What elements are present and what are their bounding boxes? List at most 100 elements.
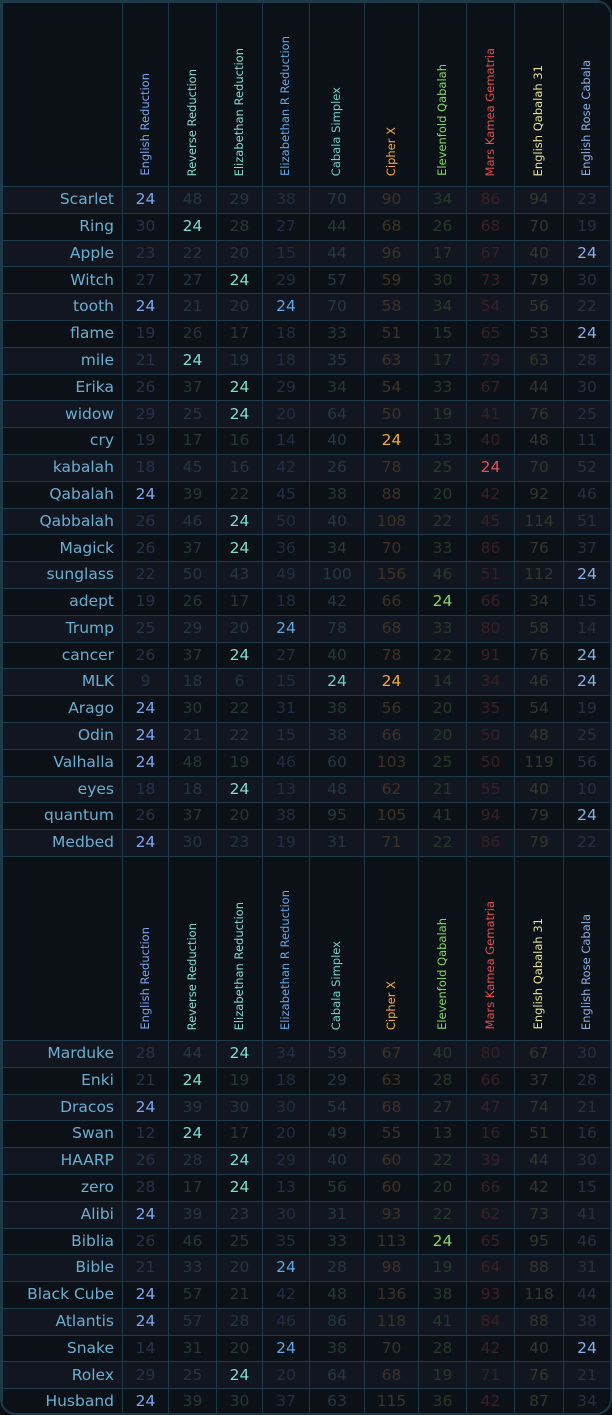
value-cell: 20 <box>216 1334 263 1363</box>
column-header-elizabethan-reduction[interactable]: Elizabethan Reduction <box>216 2 263 187</box>
row-word[interactable]: Ring <box>2 212 123 241</box>
row-word[interactable]: quantum <box>2 802 123 831</box>
value-cell: 50 <box>262 507 310 536</box>
row-word[interactable]: Scarlet <box>2 186 123 214</box>
column-header-english-qabalah-31[interactable]: English Qabalah 31 <box>514 2 564 187</box>
value-cell: 19 <box>418 1254 467 1283</box>
column-header-english-rose-cabala[interactable]: English Rose Cabala <box>563 2 610 187</box>
column-header-elizabethan-r-reduction[interactable]: Elizabethan R Reduction <box>262 2 310 187</box>
column-header-elevenfold-qabalah[interactable]: Elevenfold Qabalah <box>418 2 467 187</box>
value-cell: 30 <box>563 373 610 402</box>
table-row: Valhalla 24 48 19 46 60 103 25 50 119 56 <box>2 748 610 777</box>
value-cell: 73 <box>466 266 515 295</box>
row-word[interactable]: Black Cube <box>2 1281 123 1309</box>
column-header-cipher-x[interactable]: Cipher X <box>364 2 419 187</box>
row-word[interactable]: flame <box>2 319 123 348</box>
column-header-reverse-reduction[interactable]: Reverse Reduction <box>168 855 217 1041</box>
row-word[interactable]: Snake <box>2 1334 123 1363</box>
row-word[interactable]: Husband <box>2 1388 123 1413</box>
column-header-cabala-simplex[interactable]: Cabala Simplex <box>309 855 365 1041</box>
row-word[interactable]: Bible <box>2 1254 123 1283</box>
row-word[interactable]: Witch <box>2 266 123 295</box>
column-header-reverse-reduction[interactable]: Reverse Reduction <box>168 2 217 187</box>
value-cell-match: 24 <box>122 1093 169 1122</box>
row-word[interactable]: Trump <box>2 614 123 643</box>
value-cell: 33 <box>309 1227 365 1256</box>
value-cell: 41 <box>466 400 515 429</box>
value-cell: 98 <box>364 1254 419 1283</box>
row-word[interactable]: Alibi <box>2 1200 123 1229</box>
column-header-mars-kamea-gematria[interactable]: Mars Kamea Gematria <box>466 2 515 187</box>
column-header-label: English Rose Cabala <box>579 59 594 176</box>
column-header-elizabethan-r-reduction[interactable]: Elizabethan R Reduction <box>262 855 310 1041</box>
value-cell: 68 <box>364 212 419 241</box>
row-word[interactable]: sunglass <box>2 561 123 589</box>
value-cell: 40 <box>309 1147 365 1175</box>
value-cell: 21 <box>122 346 169 375</box>
row-word[interactable]: Qabalah <box>2 480 123 509</box>
row-word[interactable]: Erika <box>2 373 123 402</box>
value-cell: 86 <box>466 829 515 857</box>
value-cell: 51 <box>364 319 419 348</box>
row-word[interactable]: Rolex <box>2 1361 123 1390</box>
row-word[interactable]: cry <box>2 427 123 455</box>
value-cell: 36 <box>418 1388 467 1413</box>
value-cell: 19 <box>563 695 610 723</box>
column-header-cipher-x[interactable]: Cipher X <box>364 855 419 1041</box>
row-word[interactable]: HAARP <box>2 1147 123 1175</box>
value-cell: 25 <box>168 400 217 429</box>
value-cell: 70 <box>514 212 564 241</box>
value-cell-match: 24 <box>122 721 169 750</box>
row-word[interactable]: Valhalla <box>2 748 123 777</box>
row-word[interactable]: Magick <box>2 534 123 563</box>
row-word[interactable]: Atlantis <box>2 1307 123 1336</box>
row-word[interactable]: Apple <box>2 239 123 268</box>
row-word[interactable]: Qabbalah <box>2 507 123 536</box>
row-word[interactable]: Biblia <box>2 1227 123 1256</box>
row-word[interactable]: Medbed <box>2 829 123 857</box>
value-cell: 28 <box>563 1066 610 1095</box>
value-cell: 20 <box>418 480 467 509</box>
table-row: flame 19 26 17 18 33 51 15 65 53 24 <box>2 319 610 348</box>
column-header-english-qabalah-31[interactable]: English Qabalah 31 <box>514 855 564 1041</box>
value-cell: 38 <box>563 1307 610 1336</box>
value-cell: 31 <box>168 1334 217 1363</box>
column-header-elizabethan-reduction[interactable]: Elizabethan Reduction <box>216 855 263 1041</box>
row-word[interactable]: Dracos <box>2 1093 123 1122</box>
column-header-cabala-simplex[interactable]: Cabala Simplex <box>309 2 365 187</box>
row-word[interactable]: Odin <box>2 721 123 750</box>
column-header-mars-kamea-gematria[interactable]: Mars Kamea Gematria <box>466 855 515 1041</box>
row-word[interactable]: Swan <box>2 1120 123 1149</box>
value-cell: 44 <box>514 373 564 402</box>
value-cell: 60 <box>364 1147 419 1175</box>
row-word[interactable]: MLK <box>2 668 123 697</box>
row-word[interactable]: Enki <box>2 1066 123 1095</box>
value-cell: 20 <box>262 1361 310 1390</box>
row-word[interactable]: cancer <box>2 641 123 670</box>
column-header-elevenfold-qabalah[interactable]: Elevenfold Qabalah <box>418 855 467 1041</box>
value-cell: 42 <box>262 453 310 482</box>
column-header-english-rose-cabala[interactable]: English Rose Cabala <box>563 855 610 1041</box>
value-cell: 118 <box>364 1307 419 1336</box>
row-word[interactable]: eyes <box>2 775 123 804</box>
column-header-english-reduction[interactable]: English Reduction <box>122 855 169 1041</box>
value-cell: 28 <box>418 1066 467 1095</box>
value-cell: 17 <box>216 587 263 616</box>
row-word[interactable]: widow <box>2 400 123 429</box>
value-cell: 20 <box>418 721 467 750</box>
row-word[interactable]: Marduke <box>2 1039 123 1068</box>
row-word[interactable]: kabalah <box>2 453 123 482</box>
value-cell: 48 <box>514 721 564 750</box>
row-word[interactable]: tooth <box>2 293 123 321</box>
row-word[interactable]: adept <box>2 587 123 616</box>
row-word[interactable]: zero <box>2 1173 123 1202</box>
value-cell: 38 <box>309 1334 365 1363</box>
value-cell-match: 24 <box>168 346 217 375</box>
table-row: Marduke 28 44 24 34 59 67 40 80 67 30 <box>2 1039 610 1068</box>
row-word[interactable]: Arago <box>2 695 123 723</box>
row-word[interactable]: mile <box>2 346 123 375</box>
column-header-english-reduction[interactable]: English Reduction <box>122 2 169 187</box>
value-cell: 51 <box>466 561 515 589</box>
value-cell: 19 <box>122 587 169 616</box>
